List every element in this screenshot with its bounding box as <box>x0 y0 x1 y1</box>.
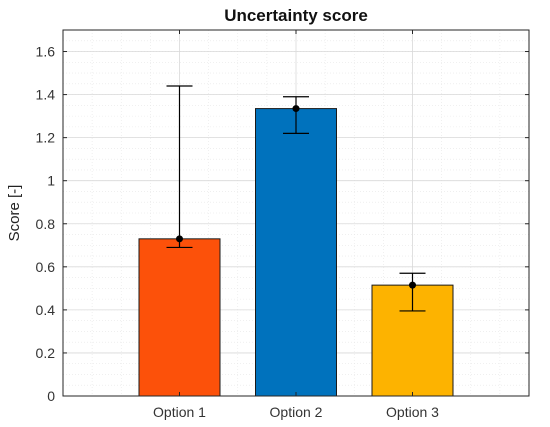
y-tick-label: 1.2 <box>36 130 56 146</box>
y-tick-label: 1 <box>47 173 55 189</box>
bar-option-1 <box>138 238 221 397</box>
y-tick-label: 0.6 <box>36 259 56 275</box>
x-tick-label: Option 3 <box>386 404 439 420</box>
chart-title: Uncertainty score <box>224 6 368 25</box>
y-tick-label: 1.4 <box>36 87 56 103</box>
y-axis-ticks: 0 0.2 0.4 0.6 0.8 1 1.2 1.4 1.6 <box>36 44 529 404</box>
y-tick-label: 0.8 <box>36 216 56 232</box>
y-tick-label: 0.2 <box>36 345 56 361</box>
error-bar-3 <box>399 272 426 312</box>
mean-marker <box>409 281 416 289</box>
x-tick-label: Option 2 <box>270 404 323 420</box>
y-tick-label: 0.4 <box>36 302 56 318</box>
x-axis-ticks: Option 1 Option 2 Option 3 <box>153 30 439 420</box>
y-axis-label: Score [-] <box>6 185 23 242</box>
error-bars-group <box>166 85 426 312</box>
x-tick-label: Option 1 <box>153 404 206 420</box>
mean-marker <box>292 105 300 113</box>
mean-marker <box>176 235 183 243</box>
bar-option-2 <box>255 108 337 397</box>
y-tick-label: 1.6 <box>36 44 56 60</box>
error-bar-2 <box>283 96 309 134</box>
y-tick-label: 0 <box>47 388 55 404</box>
error-bar-1 <box>166 85 193 249</box>
